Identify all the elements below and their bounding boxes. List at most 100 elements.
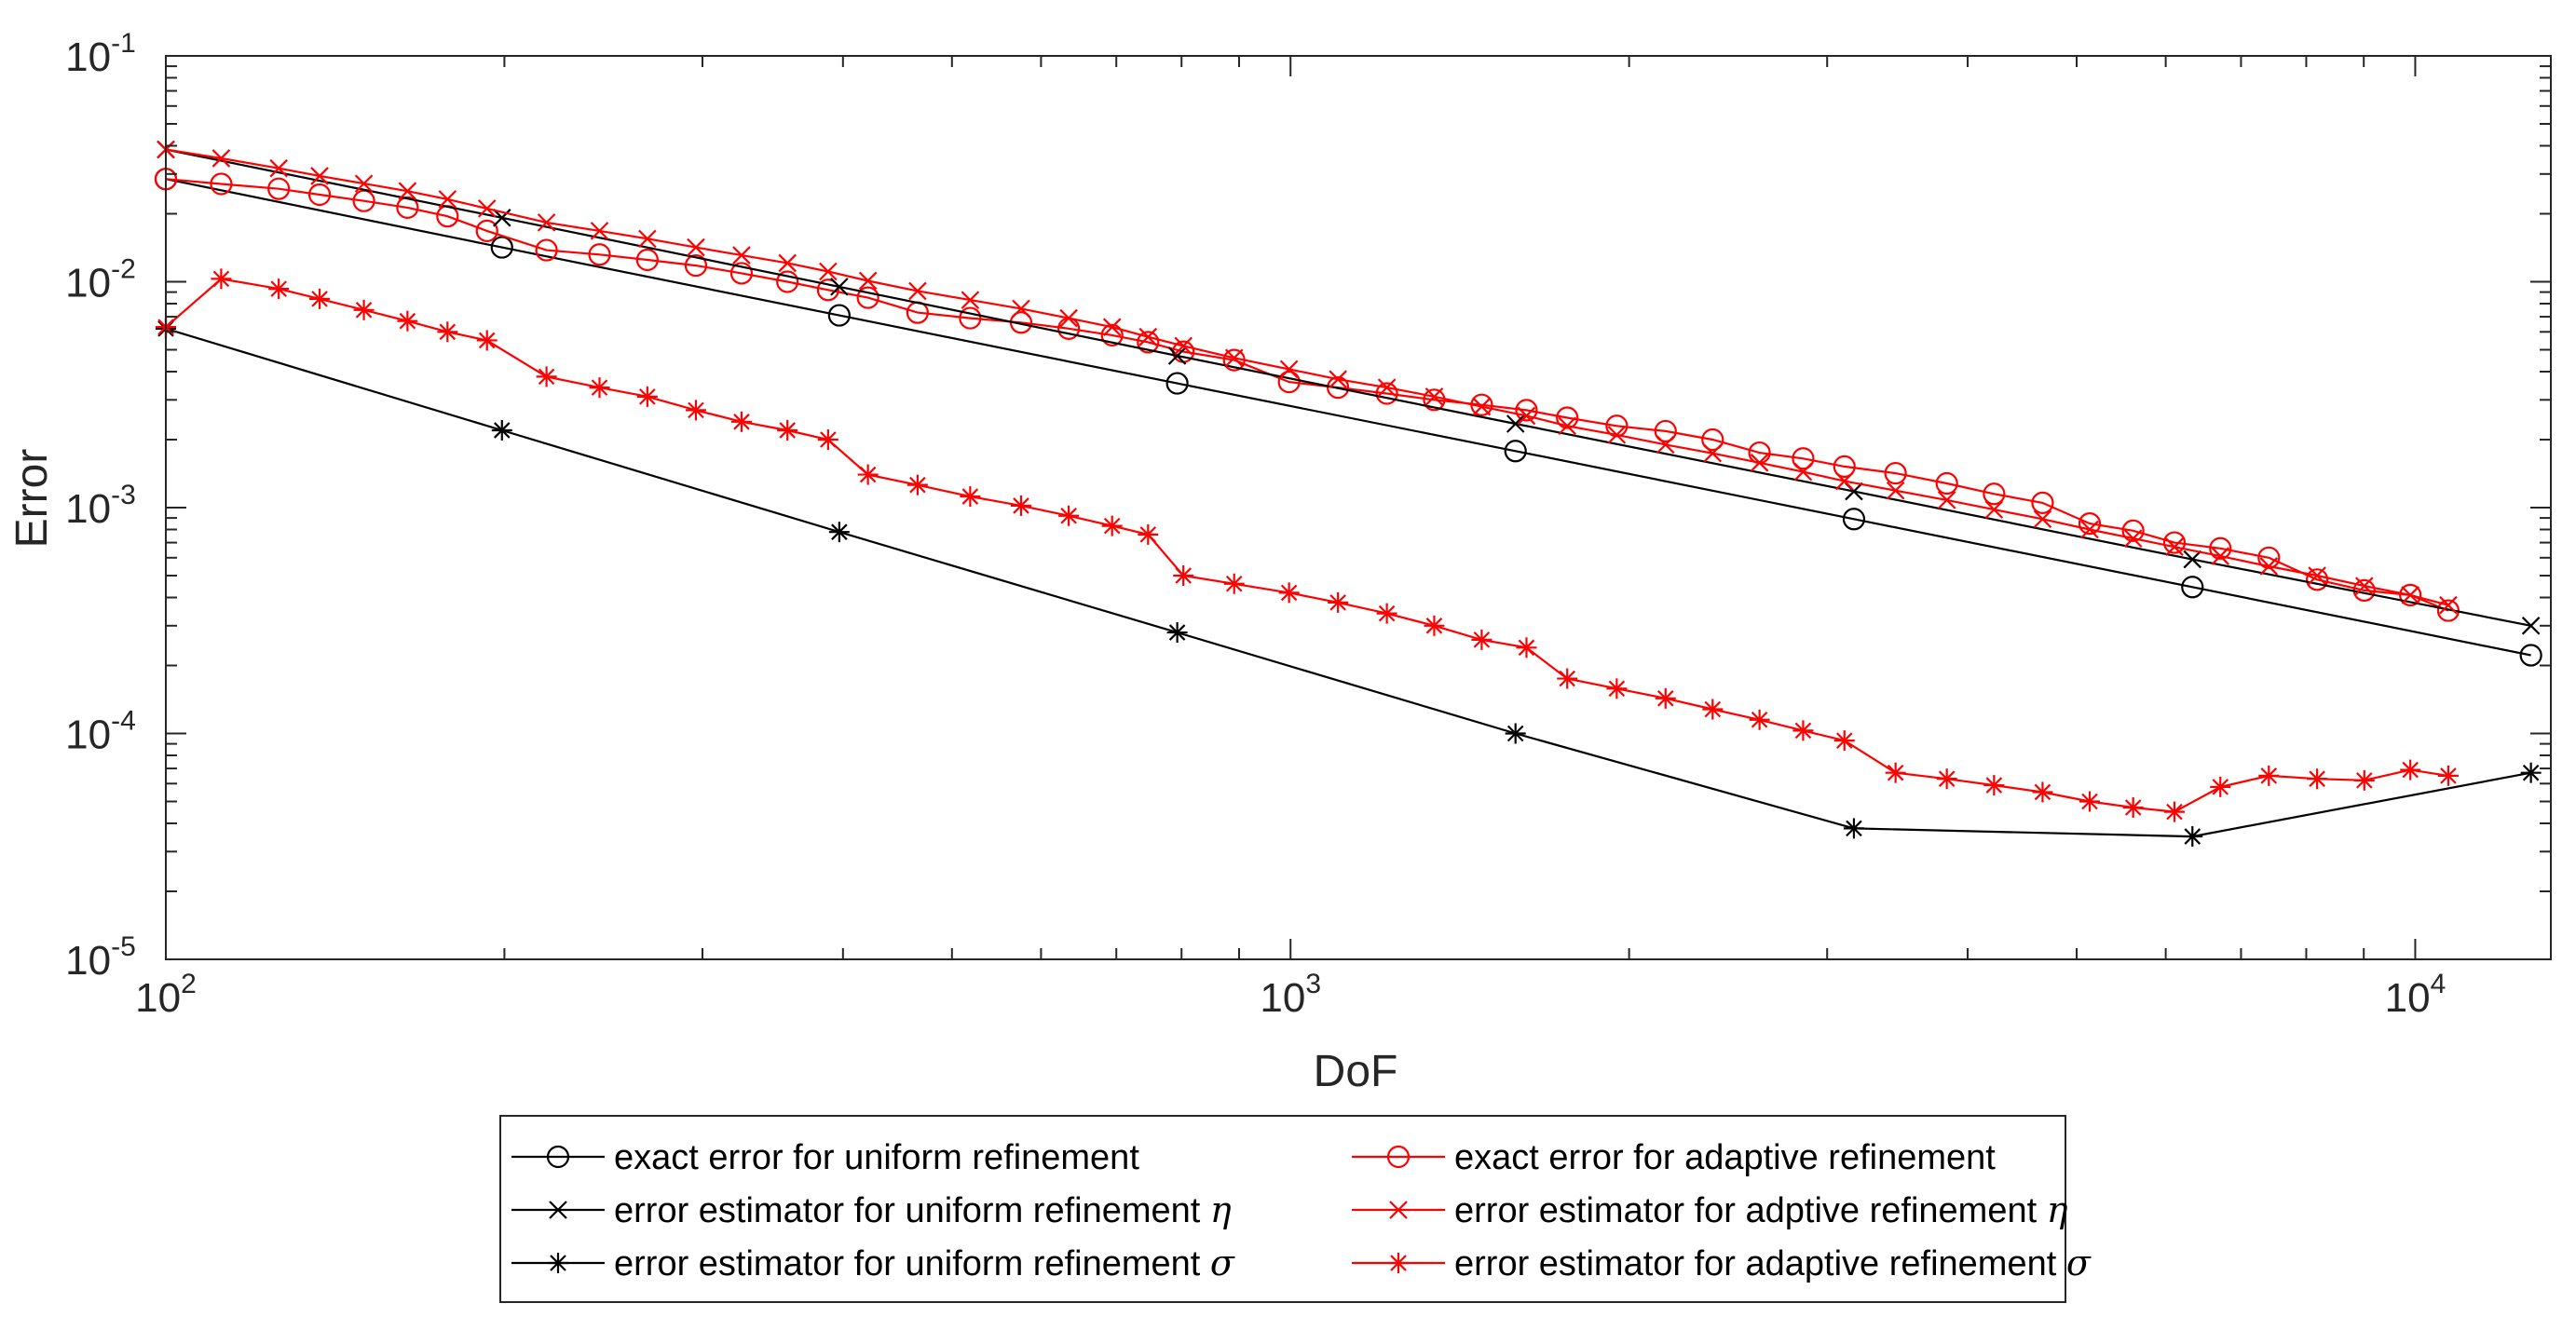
- marker-stroke: [1656, 435, 1675, 455]
- data-point: [687, 238, 705, 257]
- data-point: [1224, 348, 1244, 368]
- marker-stroke: [1424, 387, 1444, 406]
- data-point: [1885, 762, 1906, 783]
- data-point: [1328, 591, 1349, 613]
- data-point: [2400, 759, 2421, 781]
- marker-stroke: [550, 1255, 566, 1271]
- data-point: [1834, 471, 1854, 491]
- marker-stroke: [2124, 799, 2142, 816]
- data-point: [1654, 419, 1677, 443]
- data-point: [817, 429, 838, 451]
- data-point: [1327, 376, 1350, 400]
- marker-stroke: [961, 291, 980, 309]
- data-point: [548, 1253, 568, 1273]
- data-point: [2183, 550, 2202, 569]
- marker-stroke: [1279, 360, 1299, 379]
- data-point: [857, 464, 879, 485]
- series-line: [165, 178, 2531, 657]
- marker-stroke: [1703, 443, 1723, 463]
- data-point: [635, 248, 659, 272]
- data-point: [269, 158, 288, 178]
- data-point: [1515, 399, 1538, 422]
- data-point: [1701, 428, 1724, 452]
- marker-stroke: [2123, 529, 2143, 548]
- marker-stroke: [1517, 406, 1536, 426]
- marker-stroke: [1558, 416, 1576, 436]
- data-point: [1386, 1145, 1411, 1169]
- data-point: [437, 321, 458, 343]
- data-point: [636, 386, 658, 407]
- data-point: [1937, 491, 1956, 509]
- data-point: [828, 522, 850, 543]
- marker-stroke: [1835, 732, 1853, 749]
- data-point: [2399, 583, 2422, 606]
- marker-stroke: [961, 488, 979, 505]
- data-point: [1388, 1253, 1409, 1273]
- data-point: [1165, 372, 1189, 395]
- data-point: [1750, 454, 1769, 472]
- marker-stroke: [1938, 770, 1956, 787]
- data-point: [685, 400, 706, 421]
- data-point: [1703, 443, 1723, 463]
- marker-stroke: [1103, 517, 1121, 535]
- data-point: [959, 306, 982, 330]
- data-point: [1424, 615, 1445, 636]
- data-point: [2162, 531, 2187, 554]
- data-point: [1606, 678, 1628, 699]
- data-point: [1935, 471, 1958, 496]
- marker-stroke: [2211, 547, 2230, 565]
- marker-stroke: [1329, 594, 1346, 611]
- data-point: [906, 474, 928, 496]
- legend-label: error estimator for uniform refinement σ: [614, 1242, 1235, 1283]
- marker-stroke: [687, 238, 705, 257]
- data-point: [961, 291, 980, 309]
- marker-stroke: [2165, 537, 2184, 556]
- marker-stroke: [1886, 481, 1905, 500]
- data-point: [778, 253, 797, 273]
- data-point: [2163, 801, 2185, 822]
- marker-stroke: [270, 280, 287, 297]
- data-point: [1012, 299, 1030, 319]
- data-point: [729, 262, 754, 285]
- x-tick-label: 104: [2385, 969, 2447, 1021]
- data-point: [1656, 435, 1675, 455]
- data-point: [2031, 491, 2054, 514]
- data-point: [2121, 519, 2145, 542]
- data-point: [1607, 426, 1627, 444]
- data-point: [1557, 668, 1578, 689]
- data-point: [1377, 378, 1397, 397]
- marker-stroke: [1425, 618, 1443, 634]
- data-point: [546, 1145, 570, 1169]
- data-point: [2306, 568, 2329, 591]
- data-point: [1138, 327, 1158, 346]
- marker-stroke: [1139, 526, 1157, 543]
- marker-stroke: [438, 190, 457, 209]
- data-point: [1100, 323, 1124, 346]
- legend-label: error estimator for uniform refinement η: [614, 1189, 1232, 1230]
- marker-stroke: [819, 262, 838, 281]
- marker-stroke: [354, 174, 374, 193]
- data-point: [535, 238, 558, 262]
- data-point: [1558, 416, 1576, 436]
- marker-stroke: [1608, 680, 1626, 698]
- data-point: [2308, 566, 2326, 585]
- data-point: [1173, 564, 1194, 586]
- data-point: [1472, 397, 1492, 416]
- data-point: [1471, 629, 1492, 650]
- marker-stroke: [2033, 509, 2052, 529]
- marker-stroke: [1750, 454, 1769, 472]
- data-point: [307, 183, 332, 207]
- legend-item: exact error for uniform refinement: [511, 1138, 1139, 1177]
- legend-item: error estimator for uniform refinement σ: [511, 1242, 1235, 1283]
- marker-stroke: [688, 401, 704, 419]
- marker-stroke: [1060, 508, 1077, 524]
- data-point: [2181, 576, 2204, 599]
- y-tick-label: 10-4: [65, 706, 136, 758]
- data-point: [1223, 573, 1245, 594]
- marker-stroke: [269, 158, 288, 178]
- data-point: [2182, 826, 2203, 848]
- legend-label: exact error for adaptive refinement: [1454, 1138, 1996, 1177]
- marker-stroke: [2309, 770, 2325, 787]
